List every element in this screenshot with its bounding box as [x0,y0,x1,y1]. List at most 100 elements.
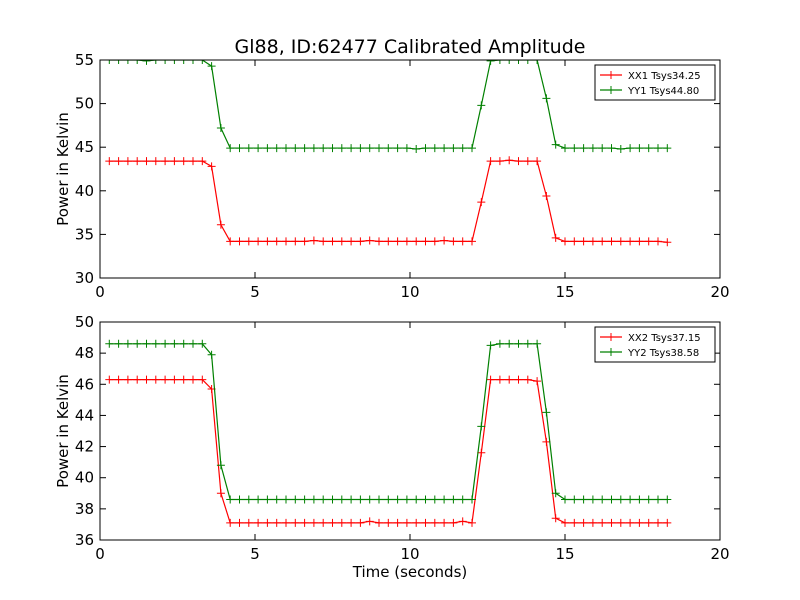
series-1-point [570,237,579,246]
series-2-point [161,60,170,64]
series-1-point [458,237,467,246]
series-1-point [402,518,411,527]
series-1-point [440,236,449,245]
legend-frame [594,64,716,101]
series-2-point [375,144,383,153]
series-line-2 [109,343,668,501]
series-2-point [337,144,346,153]
series-2-point [430,144,439,153]
series-line-1 [109,159,668,243]
series-1-point [458,517,467,526]
series-1-point [551,233,560,242]
series-2-point [570,144,579,153]
series-2-point [644,495,653,504]
series-1-point [607,237,616,246]
series-2-point [654,495,662,504]
series-2-point [244,495,253,504]
series-2-point [402,495,411,504]
series-2-point [542,408,551,417]
series-1-point [468,518,476,527]
series-2-point [644,144,653,153]
series-2-point [375,495,383,504]
series-1-point [626,237,635,246]
series-1-point [365,236,374,245]
series-2-point [505,339,514,348]
series-1-point [170,375,179,384]
series-2-point [105,60,114,64]
series-1-point [142,157,151,166]
series-1-point [505,156,514,165]
x-tick-label: 15 [555,283,574,301]
series-2-point [207,350,216,359]
series-1-point [412,518,421,527]
series-2-point [440,495,449,504]
series-1-point [226,237,235,246]
series-1-point [588,518,597,527]
series-1-point [375,237,383,246]
series-1-point [216,489,225,498]
series-1-point [495,375,504,384]
series-1-point [328,237,337,246]
series-2-point [616,495,625,504]
series-2-point [421,495,430,504]
series-1-point [449,518,458,527]
y-tick-label: 40 [75,182,94,200]
series-1-point [179,375,188,384]
series-2-point [254,495,263,504]
series-1-point [337,518,346,527]
y-tick-label: 48 [75,344,94,362]
series-1-point [319,518,328,527]
series-1-point [151,157,160,166]
series-2-point [514,339,523,348]
y-tick-label: 40 [75,469,94,487]
series-2-point [272,144,281,153]
series-1-point [607,518,616,527]
series-1-point [300,518,309,527]
series-1-point [291,237,300,246]
series-2-point [458,495,467,504]
series-2-point [133,339,142,348]
series-2-point [309,144,318,153]
series-1-point [235,518,244,527]
x-tick-label: 0 [95,545,105,563]
series-2-point [365,495,374,504]
series-1-point [226,518,235,527]
legend-label-2: YY1 Tsys44.80 [627,86,699,97]
series-1-point [514,375,523,384]
series-1-point [644,518,653,527]
series-2-point [347,144,356,153]
series-2-point [337,495,346,504]
series-1-point [412,237,421,246]
series-1-point [421,518,430,527]
series-2-point [393,144,402,153]
series-2-point [263,495,272,504]
legend-label-1: XX2 Tsys37.15 [628,333,701,344]
series-2-point [626,144,635,153]
legend-frame [594,326,716,363]
series-1-point [272,237,281,246]
series-1-point [375,518,383,527]
series-2-point [356,495,365,504]
series-1-point [244,518,253,527]
series-2-point [207,62,216,71]
series-1-point [402,237,411,246]
series-1-point [235,237,244,246]
series-1-point [133,375,142,384]
series-1-point [105,375,114,384]
series-1-point [598,518,607,527]
series-2-point [533,60,542,64]
series-1-point [244,237,253,246]
x-tick-label: 20 [710,283,729,301]
series-2-point [449,495,458,504]
series-2-point [170,339,179,348]
series-1-point [598,237,607,246]
series-2-point [523,339,532,348]
y-tick-label: 30 [75,269,94,287]
series-1-point [189,375,197,384]
x-tick-label: 5 [250,545,260,563]
series-2-point [300,144,309,153]
series-1-point [588,237,597,246]
series-1-point [616,237,625,246]
series-2-point [561,144,569,153]
